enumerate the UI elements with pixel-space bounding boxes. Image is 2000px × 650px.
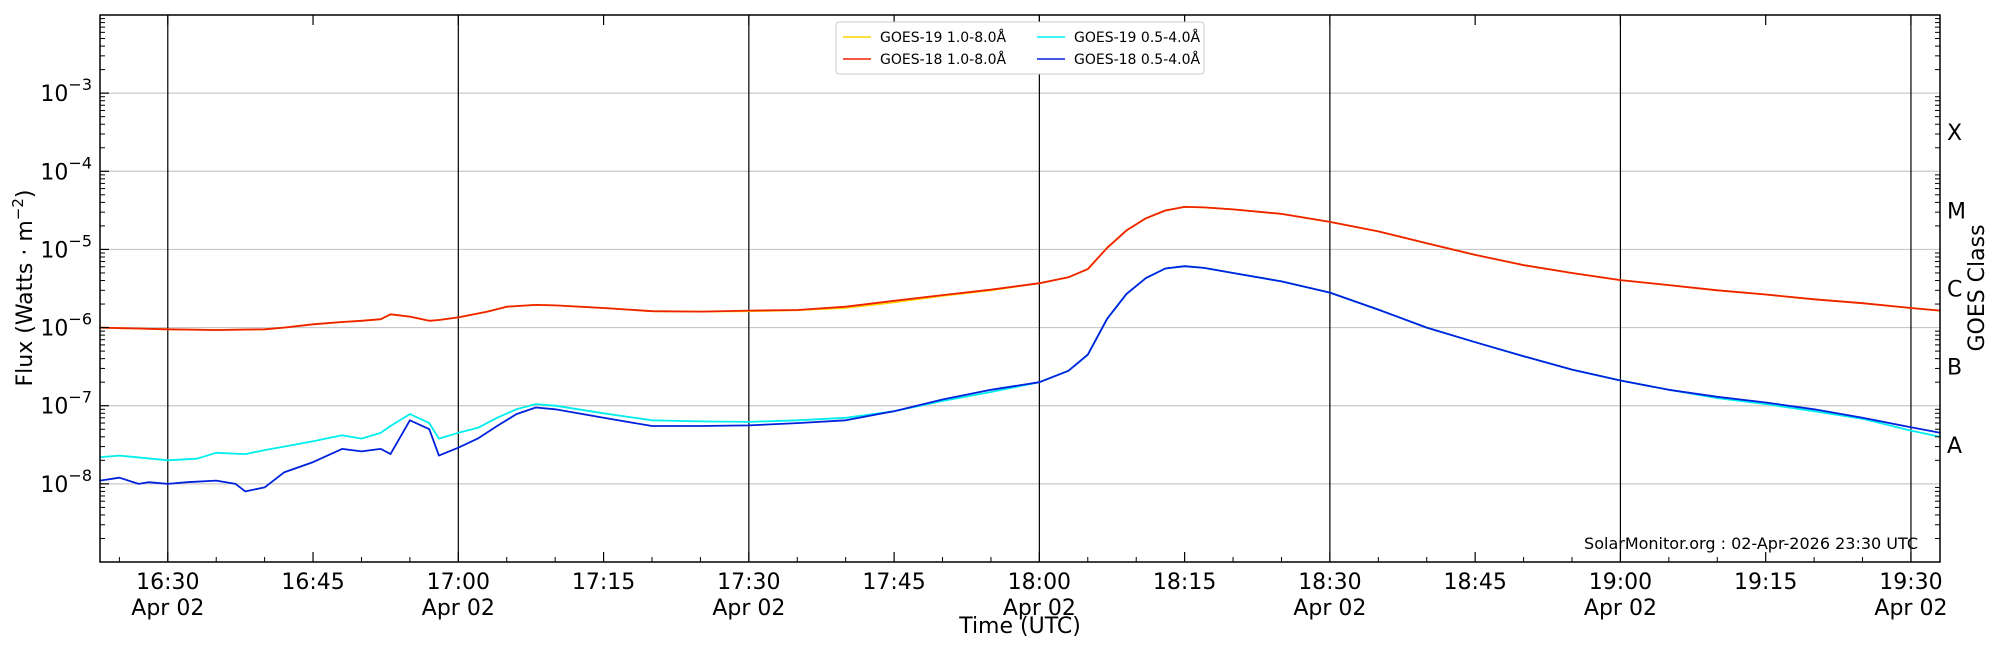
x-tick-date-label: Apr 02 xyxy=(131,596,204,621)
x-tick-label: 19:30 xyxy=(1879,570,1942,595)
x-tick-label: 18:45 xyxy=(1443,570,1506,595)
x-tick-date-label: Apr 02 xyxy=(422,596,495,621)
y-tick-label-exp: −3 xyxy=(68,75,92,94)
legend-label-goes19-long: GOES-19 1.0-8.0Å xyxy=(880,29,1006,46)
legend: GOES-19 1.0-8.0Å GOES-18 1.0-8.0Å GOES-1… xyxy=(835,21,1205,75)
x-tick-label: 16:45 xyxy=(281,570,344,595)
y-tick-label: 10−7 xyxy=(40,388,92,420)
x-tick-label: 19:00 xyxy=(1589,570,1652,595)
x-tick-label: 16:30 xyxy=(136,570,199,595)
goes-class-label: X xyxy=(1947,121,1962,146)
x-tick-label: 19:15 xyxy=(1734,570,1797,595)
y-tick-label-exp: −8 xyxy=(68,466,92,485)
y-tick-label-exp: −7 xyxy=(68,388,92,407)
y-tick-label-exp: −5 xyxy=(68,231,92,250)
y-axis-label-suffix: ) xyxy=(13,190,38,199)
x-axis-label: Time (UTC) xyxy=(958,614,1081,639)
plot-frame xyxy=(99,14,1941,563)
y-tick-label-base: 10 xyxy=(40,395,68,420)
goes-class-axis-label: GOES Class xyxy=(1965,224,1990,351)
y-tick-label-exp: −4 xyxy=(68,153,92,172)
legend-label-goes18-long: GOES-18 1.0-8.0Å xyxy=(880,51,1006,68)
y-tick-label-exp: −6 xyxy=(68,310,92,329)
plot-area xyxy=(100,15,1940,562)
legend-box xyxy=(835,21,1205,75)
series-layer xyxy=(99,205,1941,493)
legend-label-goes19-short: GOES-19 0.5-4.0Å xyxy=(1074,29,1200,46)
y-tick-label-base: 10 xyxy=(40,238,68,263)
x-tick-label: 17:45 xyxy=(862,570,925,595)
grid-layer xyxy=(100,15,1940,562)
x-tick-label: 18:30 xyxy=(1298,570,1361,595)
goes-class-label: A xyxy=(1947,434,1962,459)
y-tick-label-base: 10 xyxy=(40,473,68,498)
y-axis-label-main: Flux (Watts · m xyxy=(13,220,38,386)
x-tick-label: 18:15 xyxy=(1153,570,1216,595)
y-tick-label-base: 10 xyxy=(40,160,68,185)
y-tick-label-base: 10 xyxy=(40,317,68,342)
x-tick-date-label: Apr 02 xyxy=(1003,596,1076,621)
y-axis-label-exp: −2 xyxy=(9,198,27,220)
y-tick-label: 10−5 xyxy=(40,231,92,263)
y-tick-label: 10−3 xyxy=(40,75,92,107)
y-axis-label: Flux (Watts · m−2) xyxy=(9,190,38,387)
credit-annotation: SolarMonitor.org : 02-Apr-2026 23:30 UTC xyxy=(1584,534,1918,553)
x-tick-label: 17:00 xyxy=(427,570,490,595)
goes-class-label: M xyxy=(1947,199,1966,224)
y-tick-label: 10−6 xyxy=(40,310,92,342)
series-line xyxy=(99,205,1941,331)
series-line xyxy=(99,265,1941,493)
goes-class-label: C xyxy=(1947,278,1962,303)
goes-class-label: B xyxy=(1947,356,1962,381)
x-tick-date-label: Apr 02 xyxy=(1293,596,1366,621)
y-tick-label: 10−8 xyxy=(40,466,92,498)
x-tick-label: 17:30 xyxy=(717,570,780,595)
x-tick-date-label: Apr 02 xyxy=(1584,596,1657,621)
legend-label-goes18-short: GOES-18 0.5-4.0Å xyxy=(1074,51,1200,68)
x-tick-label: 17:15 xyxy=(572,570,635,595)
x-tick-date-label: Apr 02 xyxy=(1874,596,1947,621)
x-tick-label: 18:00 xyxy=(1008,570,1071,595)
y-tick-label: 10−4 xyxy=(40,153,92,185)
y-tick-label-base: 10 xyxy=(40,82,68,107)
x-tick-date-label: Apr 02 xyxy=(712,596,785,621)
